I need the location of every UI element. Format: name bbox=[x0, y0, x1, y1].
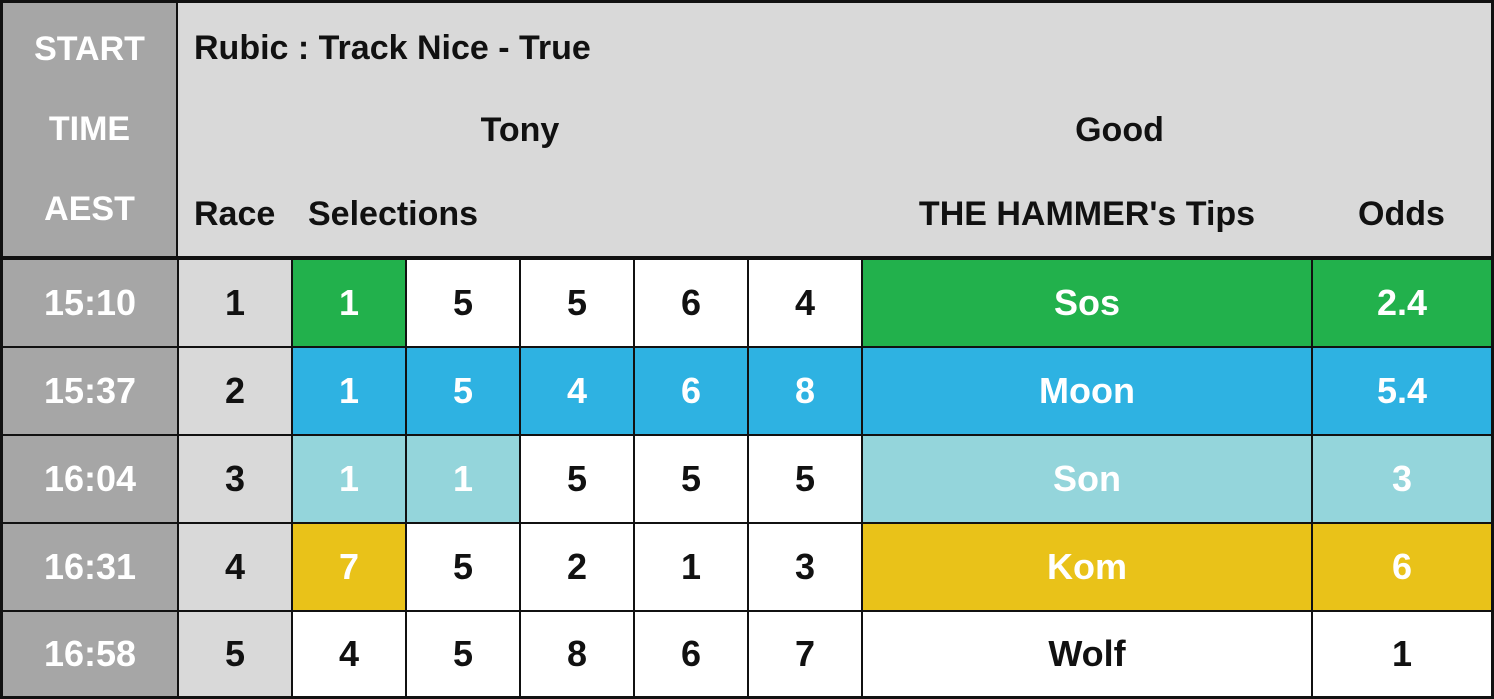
start-time-label-line: START bbox=[34, 29, 145, 68]
selection-cell: 1 bbox=[292, 347, 406, 435]
selection-cell: 4 bbox=[292, 611, 406, 699]
start-time-label-line: TIME bbox=[48, 109, 131, 148]
selection-cell: 1 bbox=[292, 435, 406, 523]
selection-cell: 1 bbox=[292, 259, 406, 347]
odds-cell: 5.4 bbox=[1312, 347, 1494, 435]
selection-cell: 1 bbox=[634, 523, 748, 611]
selection-cell: 5 bbox=[406, 347, 520, 435]
selection-cell: 5 bbox=[520, 259, 634, 347]
start-time-cell: 16:31 bbox=[0, 523, 178, 611]
start-time-header: START TIME AEST bbox=[0, 0, 178, 259]
track-condition: Good bbox=[748, 87, 1494, 173]
race-number-cell: 1 bbox=[178, 259, 292, 347]
meeting-title: Rubic : Track Nice - True bbox=[178, 0, 1494, 87]
selection-cell: 5 bbox=[520, 435, 634, 523]
selection-cell: 6 bbox=[634, 259, 748, 347]
selection-cell: 7 bbox=[292, 523, 406, 611]
start-time-cell: 15:37 bbox=[0, 347, 178, 435]
odds-cell: 3 bbox=[1312, 435, 1494, 523]
race-column-header: Race bbox=[178, 173, 292, 259]
selection-cell: 5 bbox=[406, 611, 520, 699]
selection-cell: 3 bbox=[748, 523, 862, 611]
selection-cell: 6 bbox=[634, 611, 748, 699]
tips-column-header: THE HAMMER's Tips bbox=[862, 173, 1312, 259]
start-time-label-line: AEST bbox=[44, 190, 135, 229]
start-time-cell: 16:58 bbox=[0, 611, 178, 699]
odds-column-header: Odds bbox=[1312, 173, 1494, 259]
selection-cell: 6 bbox=[634, 347, 748, 435]
selection-cell: 4 bbox=[520, 347, 634, 435]
tipster-name: Tony bbox=[178, 87, 748, 173]
selection-cell: 8 bbox=[520, 611, 634, 699]
selection-cell: 4 bbox=[748, 259, 862, 347]
tip-horse-cell: Kom bbox=[862, 523, 1312, 611]
race-number-cell: 2 bbox=[178, 347, 292, 435]
odds-cell: 2.4 bbox=[1312, 259, 1494, 347]
selection-cell: 2 bbox=[520, 523, 634, 611]
selection-cell: 5 bbox=[634, 435, 748, 523]
selection-cell: 5 bbox=[748, 435, 862, 523]
selection-cell: 1 bbox=[406, 435, 520, 523]
selections-column-header: Selections bbox=[292, 173, 862, 259]
race-number-cell: 5 bbox=[178, 611, 292, 699]
selection-cell: 8 bbox=[748, 347, 862, 435]
tip-horse-cell: Wolf bbox=[862, 611, 1312, 699]
selection-cell: 7 bbox=[748, 611, 862, 699]
tip-horse-cell: Son bbox=[862, 435, 1312, 523]
race-number-cell: 3 bbox=[178, 435, 292, 523]
race-number-cell: 4 bbox=[178, 523, 292, 611]
selection-cell: 5 bbox=[406, 523, 520, 611]
odds-cell: 6 bbox=[1312, 523, 1494, 611]
start-time-cell: 16:04 bbox=[0, 435, 178, 523]
odds-cell: 1 bbox=[1312, 611, 1494, 699]
tip-horse-cell: Moon bbox=[862, 347, 1312, 435]
selection-cell: 5 bbox=[406, 259, 520, 347]
start-time-cell: 15:10 bbox=[0, 259, 178, 347]
tip-horse-cell: Sos bbox=[862, 259, 1312, 347]
